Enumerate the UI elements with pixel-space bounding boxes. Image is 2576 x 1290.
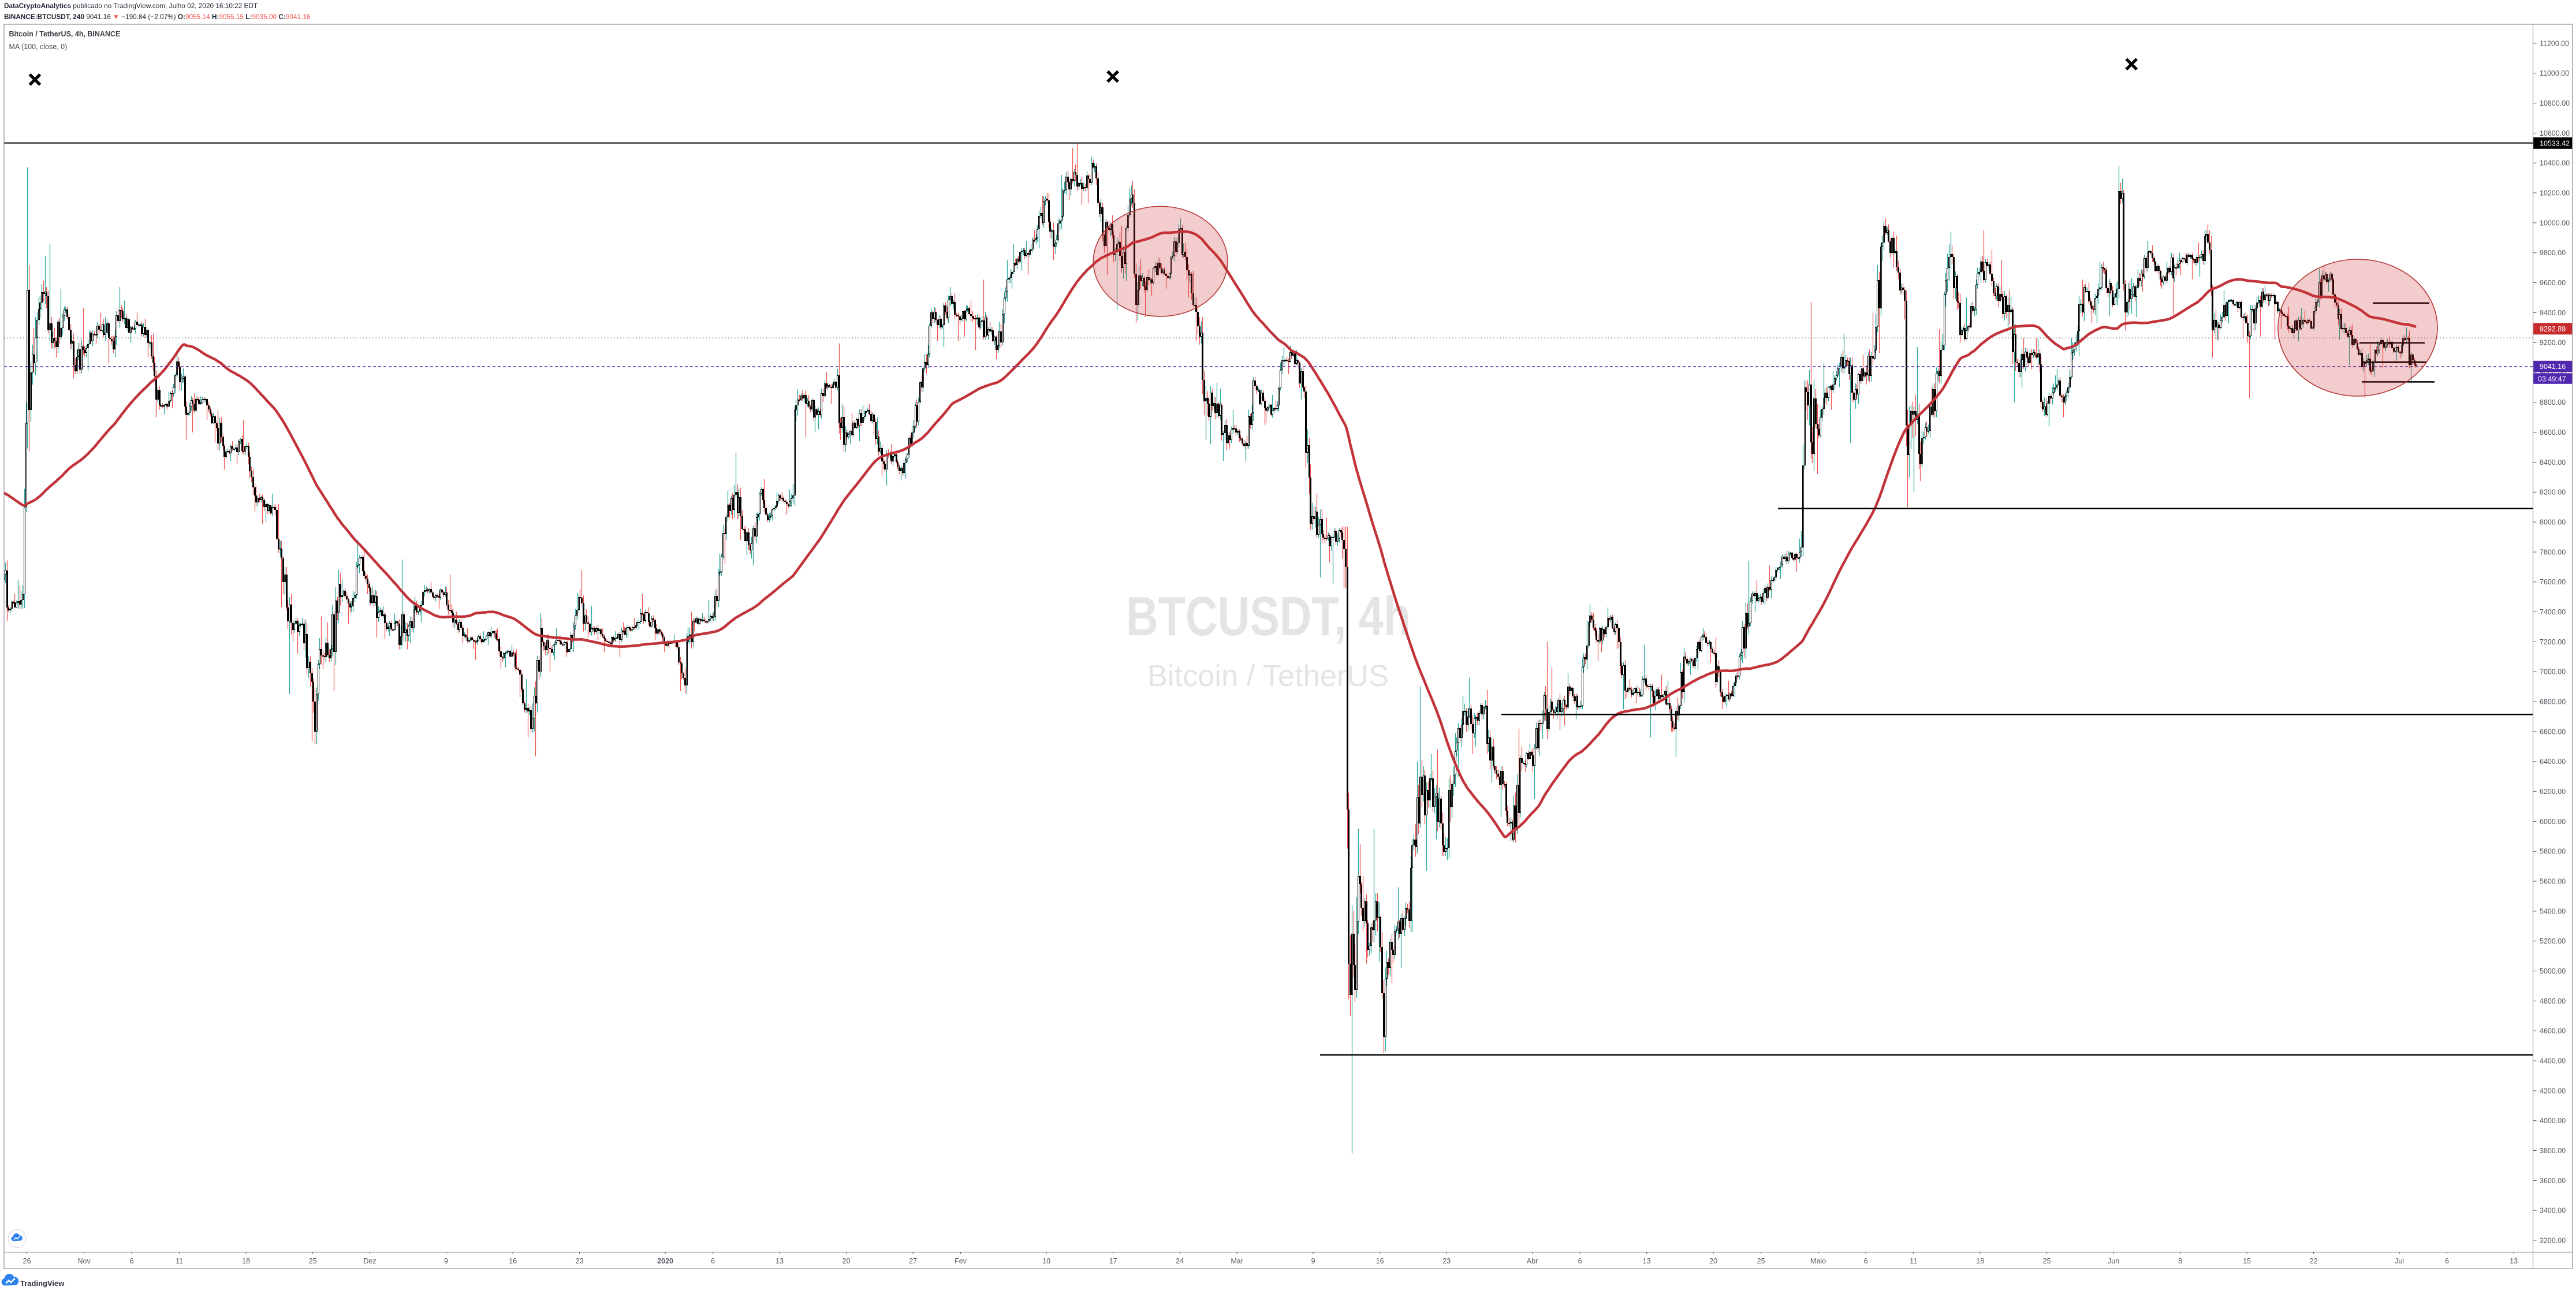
svg-text:5400.00: 5400.00: [2540, 907, 2566, 915]
svg-text:18: 18: [1976, 1257, 1984, 1265]
svg-text:10000.00: 10000.00: [2540, 219, 2570, 227]
svg-text:6: 6: [1864, 1257, 1868, 1265]
svg-text:9400.00: 9400.00: [2540, 309, 2566, 317]
svg-text:11000.00: 11000.00: [2540, 69, 2569, 77]
svg-text:8800.00: 8800.00: [2540, 398, 2566, 407]
svg-text:7800.00: 7800.00: [2540, 548, 2566, 556]
svg-text:BINANCE:BTCUSDT, 240 9041.16 ▼: BINANCE:BTCUSDT, 240 9041.16 ▼ −190.84 (…: [4, 13, 311, 21]
svg-text:9600.00: 9600.00: [2540, 279, 2566, 287]
svg-text:6: 6: [130, 1257, 134, 1265]
svg-text:BTCUSDT, 4h: BTCUSDT, 4h: [1126, 586, 1411, 647]
svg-text:16: 16: [509, 1257, 517, 1265]
svg-text:23: 23: [1442, 1257, 1451, 1265]
svg-text:6800.00: 6800.00: [2540, 698, 2566, 706]
svg-text:23: 23: [576, 1257, 584, 1265]
svg-text:4400.00: 4400.00: [2540, 1057, 2566, 1065]
svg-text:8400.00: 8400.00: [2540, 458, 2566, 467]
svg-text:5200.00: 5200.00: [2540, 937, 2566, 945]
svg-text:25: 25: [1757, 1257, 1765, 1265]
svg-text:7200.00: 7200.00: [2540, 638, 2566, 646]
svg-text:10200.00: 10200.00: [2540, 189, 2570, 197]
svg-text:3600.00: 3600.00: [2540, 1177, 2566, 1185]
svg-text:4000.00: 4000.00: [2540, 1117, 2566, 1125]
svg-text:10400.00: 10400.00: [2540, 159, 2570, 167]
svg-text:4200.00: 4200.00: [2540, 1087, 2566, 1095]
svg-text:9800.00: 9800.00: [2540, 249, 2566, 257]
svg-text:9: 9: [1311, 1257, 1315, 1265]
svg-text:6400.00: 6400.00: [2540, 758, 2566, 766]
svg-text:20: 20: [842, 1257, 851, 1265]
svg-text:11: 11: [176, 1257, 183, 1265]
svg-text:11200.00: 11200.00: [2540, 39, 2569, 47]
svg-text:25: 25: [309, 1257, 317, 1265]
svg-text:Bitcoin / TetherUS: Bitcoin / TetherUS: [1147, 659, 1389, 693]
svg-text:4800.00: 4800.00: [2540, 997, 2566, 1005]
svg-text:6: 6: [1578, 1257, 1582, 1265]
svg-text:Maio: Maio: [1810, 1257, 1826, 1265]
svg-text:Nov: Nov: [77, 1257, 91, 1265]
svg-text:Abr: Abr: [1527, 1257, 1538, 1265]
svg-text:Jun: Jun: [2108, 1257, 2119, 1265]
svg-text:5600.00: 5600.00: [2540, 878, 2566, 886]
svg-text:13: 13: [1643, 1257, 1651, 1265]
svg-text:26: 26: [23, 1257, 31, 1265]
svg-text:4600.00: 4600.00: [2540, 1027, 2566, 1035]
svg-text:DataCryptoAnalytics publicado: DataCryptoAnalytics publicado no Trading…: [4, 2, 258, 10]
svg-text:8600.00: 8600.00: [2540, 428, 2566, 437]
svg-text:22: 22: [2310, 1257, 2318, 1265]
svg-text:18: 18: [242, 1257, 250, 1265]
svg-text:9292.89: 9292.89: [2540, 325, 2566, 333]
svg-text:5800.00: 5800.00: [2540, 848, 2566, 856]
svg-text:15: 15: [2243, 1257, 2251, 1265]
svg-text:16: 16: [1376, 1257, 1384, 1265]
svg-text:13: 13: [2510, 1257, 2518, 1265]
svg-text:17: 17: [1109, 1257, 1117, 1265]
svg-text:2020: 2020: [657, 1257, 673, 1265]
svg-text:6: 6: [711, 1257, 715, 1265]
svg-text:5000.00: 5000.00: [2540, 967, 2566, 975]
svg-text:6600.00: 6600.00: [2540, 728, 2566, 736]
svg-text:8: 8: [2178, 1257, 2182, 1265]
svg-text:03:49:47: 03:49:47: [2538, 375, 2566, 383]
svg-text:20: 20: [1709, 1257, 1717, 1265]
svg-text:11: 11: [1910, 1257, 1917, 1265]
svg-text:Jul: Jul: [2395, 1257, 2404, 1265]
svg-text:7400.00: 7400.00: [2540, 608, 2566, 616]
svg-text:6: 6: [2445, 1257, 2449, 1265]
svg-text:10600.00: 10600.00: [2540, 129, 2570, 137]
svg-text:Mar: Mar: [1231, 1257, 1243, 1265]
svg-text:9200.00: 9200.00: [2540, 339, 2566, 347]
svg-text:9: 9: [444, 1257, 448, 1265]
svg-text:6200.00: 6200.00: [2540, 788, 2566, 796]
svg-text:10533.42: 10533.42: [2540, 139, 2570, 147]
svg-text:9041.16: 9041.16: [2540, 363, 2566, 371]
svg-text:TradingView: TradingView: [20, 1279, 65, 1288]
svg-text:3800.00: 3800.00: [2540, 1147, 2566, 1155]
svg-text:Fev: Fev: [955, 1257, 967, 1265]
svg-text:3400.00: 3400.00: [2540, 1207, 2566, 1215]
svg-text:24: 24: [1176, 1257, 1184, 1265]
svg-text:7600.00: 7600.00: [2540, 578, 2566, 586]
svg-text:10: 10: [1042, 1257, 1050, 1265]
svg-text:7000.00: 7000.00: [2540, 668, 2566, 676]
svg-text:Dez: Dez: [363, 1257, 376, 1265]
svg-text:8000.00: 8000.00: [2540, 519, 2566, 527]
svg-text:25: 25: [2043, 1257, 2051, 1265]
svg-text:10800.00: 10800.00: [2540, 99, 2570, 107]
svg-text:6000.00: 6000.00: [2540, 818, 2566, 826]
svg-text:Bitcoin / TetherUS, 4h, BINANC: Bitcoin / TetherUS, 4h, BINANCE: [9, 30, 121, 38]
svg-text:13: 13: [776, 1257, 784, 1265]
svg-text:27: 27: [909, 1257, 917, 1265]
svg-text:3200.00: 3200.00: [2540, 1236, 2566, 1244]
svg-text:MA (100, close, 0): MA (100, close, 0): [9, 43, 68, 51]
svg-text:8200.00: 8200.00: [2540, 489, 2566, 497]
